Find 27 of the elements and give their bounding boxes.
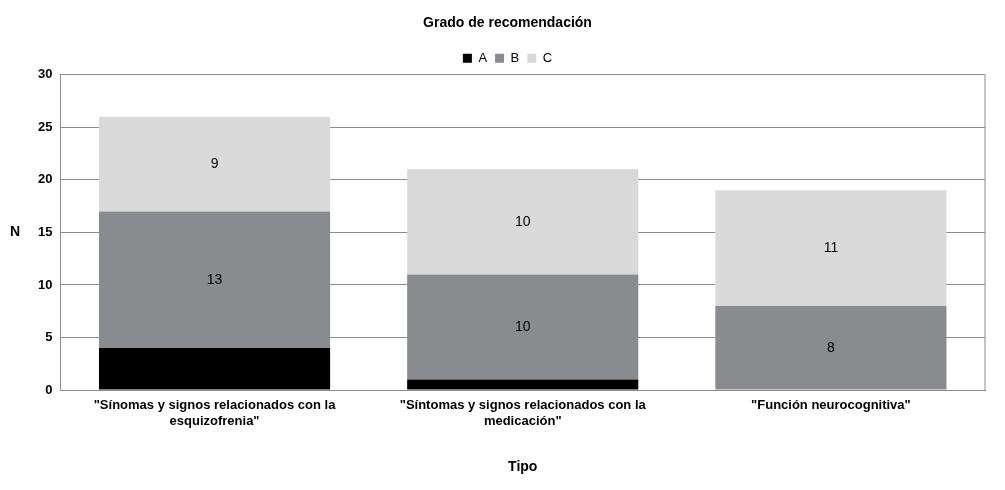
y-tick-label: 30 bbox=[37, 66, 53, 82]
data-label: 11 bbox=[823, 239, 839, 256]
y-tick-label: 20 bbox=[37, 171, 53, 187]
x-axis-title: Tipo bbox=[508, 458, 538, 475]
bar bbox=[98, 116, 331, 212]
y-tick-label: 0 bbox=[45, 381, 53, 397]
bar bbox=[98, 347, 331, 390]
legend-label: B bbox=[510, 49, 520, 65]
chart-title: Grado de recomendación bbox=[423, 14, 592, 31]
legend-label: C bbox=[542, 49, 553, 65]
y-tick-label: 15 bbox=[37, 223, 53, 239]
y-tick-label: 10 bbox=[37, 276, 53, 292]
bar bbox=[407, 379, 639, 390]
x-tick-label: "Función neurocognitiva" bbox=[751, 397, 911, 413]
data-label: 10 bbox=[514, 212, 531, 229]
y-axis-title: N bbox=[10, 223, 21, 240]
data-label: 13 bbox=[206, 270, 223, 287]
data-label: 10 bbox=[514, 317, 531, 334]
legend-label: A bbox=[478, 49, 488, 65]
x-tick-label: "Síntomas y signos relacionados con la medicación" bbox=[399, 397, 647, 428]
data-label: 8 bbox=[827, 338, 836, 355]
x-tick-label: "Sínomas y signos relacionados con la esquizofrenia" bbox=[93, 397, 337, 428]
data-label: 9 bbox=[210, 154, 219, 171]
y-tick-label: 5 bbox=[45, 329, 53, 345]
bar bbox=[715, 190, 947, 306]
bar bbox=[407, 169, 639, 275]
y-tick-label: 25 bbox=[37, 118, 53, 134]
